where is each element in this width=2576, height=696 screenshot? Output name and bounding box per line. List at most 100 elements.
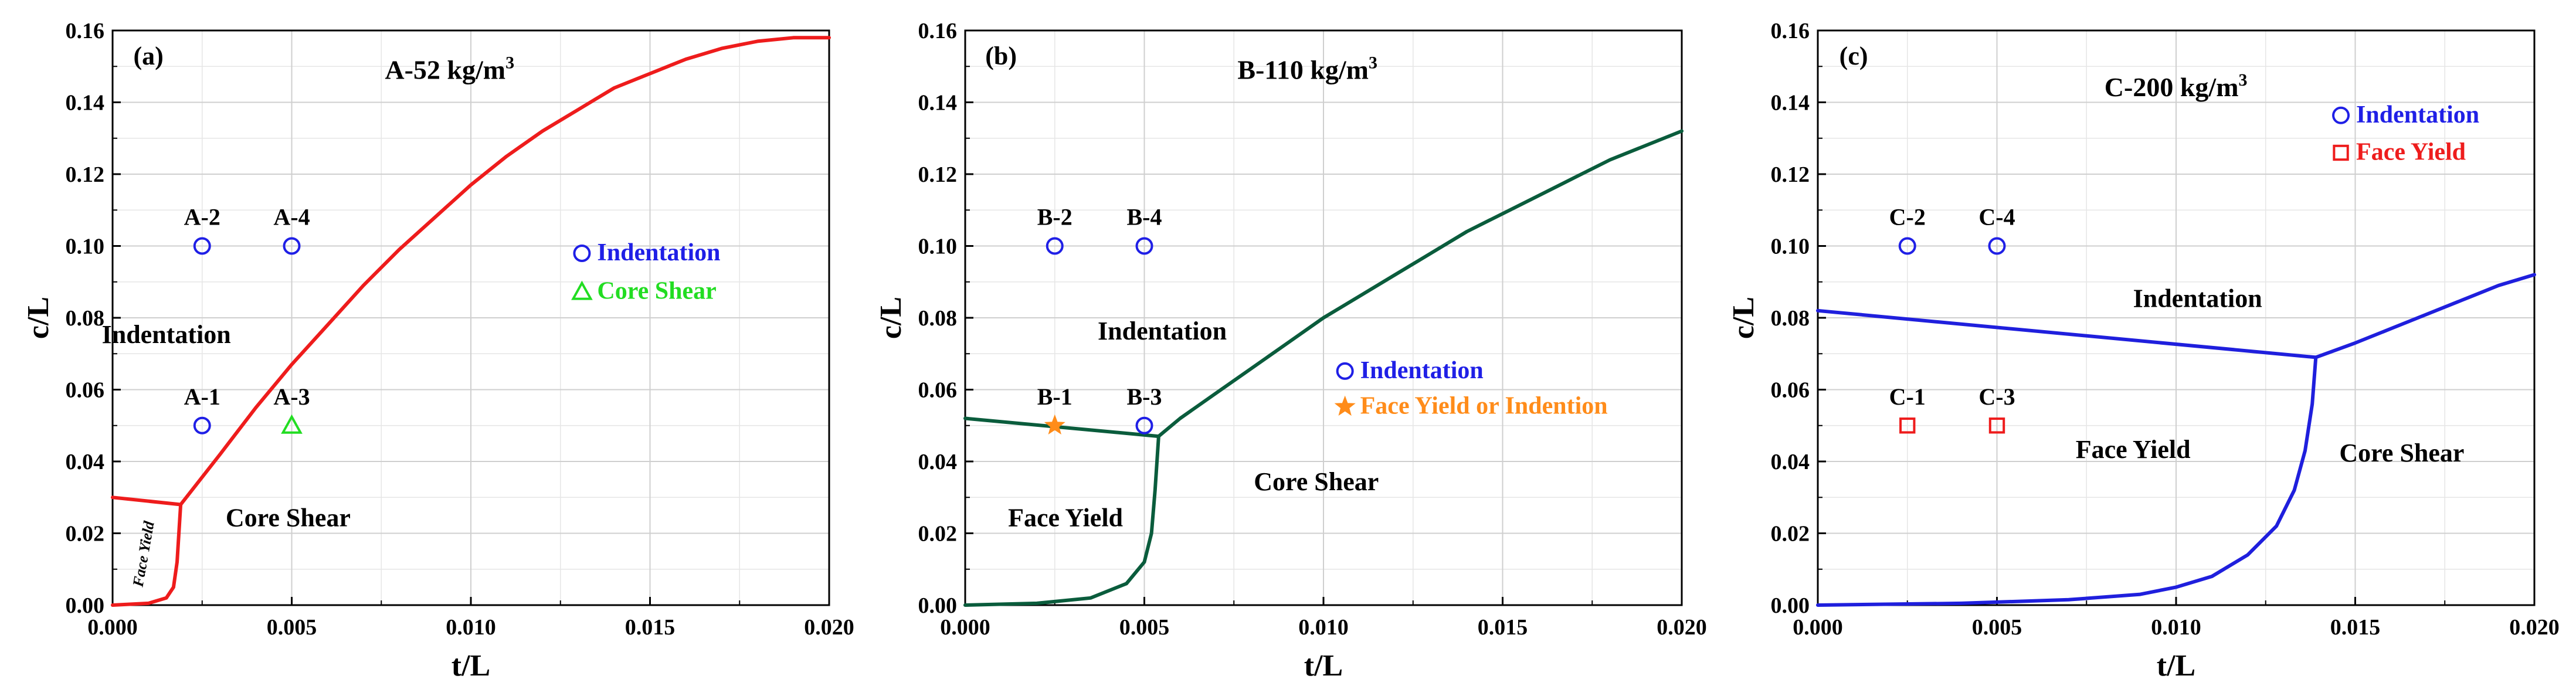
data-point-b-3 bbox=[1135, 416, 1153, 434]
data-point-b-4 bbox=[1135, 237, 1153, 255]
data-point-c-4 bbox=[1988, 237, 2006, 255]
point-label: C-2 bbox=[1889, 204, 1926, 230]
boundary-curve bbox=[1816, 355, 2318, 607]
boundary-curve bbox=[111, 495, 183, 507]
point-label: C-3 bbox=[1978, 383, 2015, 410]
point-label: C-1 bbox=[1889, 383, 1926, 410]
y-tick-label: 0.14 bbox=[918, 91, 958, 116]
y-tick-label: 0.02 bbox=[918, 522, 958, 546]
y-tick-label: 0.00 bbox=[66, 593, 105, 618]
region-label: Face Yield bbox=[2076, 435, 2191, 464]
y-axis-title: c/L bbox=[1727, 297, 1760, 339]
legend-label: Indentation bbox=[2356, 101, 2479, 128]
x-tick-label: 0.020 bbox=[2509, 615, 2560, 640]
legend-marker bbox=[2333, 144, 2349, 161]
point-label: A-1 bbox=[184, 383, 220, 410]
y-tick-label: 0.10 bbox=[1771, 235, 1810, 259]
panel-title: B-110 kg/m3 bbox=[1237, 53, 1377, 85]
y-tick-label: 0.14 bbox=[66, 91, 105, 116]
point-label: B-4 bbox=[1127, 204, 1162, 230]
panel-label: (a) bbox=[133, 42, 163, 70]
y-tick-label: 0.08 bbox=[66, 306, 105, 331]
x-axis-title: t/L bbox=[452, 649, 490, 683]
x-axis-title: t/L bbox=[1304, 649, 1343, 683]
x-tick-label: 0.015 bbox=[1478, 615, 1528, 640]
x-tick-label: 0.000 bbox=[940, 615, 990, 640]
y-tick-label: 0.06 bbox=[66, 378, 105, 403]
point-label: B-2 bbox=[1037, 204, 1073, 230]
point-label: B-1 bbox=[1037, 383, 1073, 410]
title-superscript: 3 bbox=[2239, 70, 2248, 90]
x-tick-label: 0.020 bbox=[1657, 615, 1707, 640]
legend-marker bbox=[571, 280, 593, 300]
y-tick-label: 0.02 bbox=[1771, 522, 1810, 546]
y-tick-label: 0.16 bbox=[918, 19, 958, 43]
boundary-curve bbox=[111, 503, 183, 607]
y-tick-label: 0.06 bbox=[918, 378, 958, 403]
title-superscript: 3 bbox=[1369, 53, 1377, 73]
y-tick-label: 0.12 bbox=[918, 162, 958, 187]
region-label: Indentation bbox=[1098, 317, 1227, 345]
y-axis-title: c/L bbox=[874, 297, 908, 339]
y-tick-label: 0.16 bbox=[66, 19, 105, 43]
y-tick-label: 0.14 bbox=[1771, 91, 1810, 116]
region-label: Face Yield bbox=[1008, 503, 1123, 532]
y-tick-label: 0.12 bbox=[1771, 162, 1810, 187]
y-tick-label: 0.10 bbox=[918, 235, 958, 259]
data-point-c-2 bbox=[1898, 237, 1916, 255]
region-label: Core Shear bbox=[1254, 467, 1379, 496]
data-point-a-1 bbox=[193, 416, 211, 434]
y-tick-label: 0.00 bbox=[1771, 593, 1810, 618]
panel-label: (b) bbox=[985, 42, 1017, 70]
legend-label: Indentation bbox=[1360, 357, 1484, 384]
boundary-curve bbox=[1156, 129, 1684, 439]
panel-label: (c) bbox=[1839, 42, 1868, 70]
data-point-b-2 bbox=[1046, 237, 1064, 255]
point-label: A-3 bbox=[273, 383, 310, 410]
x-tick-label: 0.020 bbox=[804, 615, 854, 640]
x-tick-label: 0.010 bbox=[2151, 615, 2201, 640]
y-tick-label: 0.10 bbox=[66, 235, 105, 259]
y-tick-label: 0.00 bbox=[918, 593, 958, 618]
chart-panel-b: 0.00 0.02 0.04 0.06 0.08 0.10 0.12 0.14 0.16 0.00… bbox=[874, 19, 1707, 683]
data-point-a-3 bbox=[281, 414, 303, 434]
x-tick-label: 0.005 bbox=[1972, 615, 2022, 640]
y-tick-label: 0.16 bbox=[1771, 19, 1810, 43]
x-axis-title: t/L bbox=[2157, 649, 2195, 683]
chart-panel-c: 0.00 0.02 0.04 0.06 0.08 0.10 0.12 0.14 0.16 0.00… bbox=[1727, 19, 2560, 683]
point-label: A-2 bbox=[184, 204, 220, 230]
chart-panel-a: 0.00 0.02 0.04 0.06 0.08 0.10 0.12 0.14 0.16 0.00… bbox=[22, 19, 854, 683]
data-point-a-4 bbox=[283, 237, 301, 255]
point-label: C-4 bbox=[1978, 204, 2015, 230]
boundary-curve bbox=[179, 36, 831, 507]
y-tick-label: 0.02 bbox=[66, 522, 105, 546]
x-tick-label: 0.015 bbox=[625, 615, 676, 640]
y-tick-label: 0.12 bbox=[66, 162, 105, 187]
boundary-curve bbox=[963, 416, 1160, 439]
point-label: A-4 bbox=[273, 204, 310, 230]
boundary-curve bbox=[963, 434, 1160, 607]
y-tick-label: 0.04 bbox=[918, 450, 958, 474]
data-point-b-1 bbox=[1044, 414, 1065, 435]
x-tick-label: 0.010 bbox=[446, 615, 496, 640]
x-tick-label: 0.010 bbox=[1298, 615, 1349, 640]
y-tick-label: 0.04 bbox=[1771, 450, 1810, 474]
point-label: B-3 bbox=[1127, 383, 1162, 410]
x-tick-label: 0.015 bbox=[2330, 615, 2381, 640]
x-tick-label: 0.000 bbox=[1793, 615, 1843, 640]
y-tick-label: 0.04 bbox=[66, 450, 105, 474]
region-label: Indentation bbox=[102, 320, 231, 349]
y-tick-label: 0.08 bbox=[1771, 306, 1810, 331]
legend-label: Indentation bbox=[597, 239, 720, 266]
legend-marker bbox=[2332, 106, 2350, 124]
region-label: Core Shear bbox=[2339, 439, 2464, 467]
y-tick-label: 0.06 bbox=[1771, 378, 1810, 403]
region-label: Face Yield bbox=[129, 520, 158, 589]
panel-title: C-200 kg/m3 bbox=[2105, 70, 2248, 102]
x-tick-label: 0.005 bbox=[267, 615, 317, 640]
region-label: Indentation bbox=[2133, 284, 2262, 313]
data-point-c-1 bbox=[1899, 417, 1916, 434]
legend-label: Core Shear bbox=[597, 278, 716, 305]
legend-marker bbox=[573, 245, 591, 262]
